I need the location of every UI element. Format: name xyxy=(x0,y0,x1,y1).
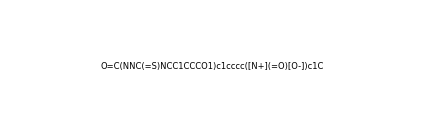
Text: O=C(NNC(=S)NCC1CCCO1)c1cccc([N+](=O)[O-])c1C: O=C(NNC(=S)NCC1CCCO1)c1cccc([N+](=O)[O-]… xyxy=(100,62,324,70)
